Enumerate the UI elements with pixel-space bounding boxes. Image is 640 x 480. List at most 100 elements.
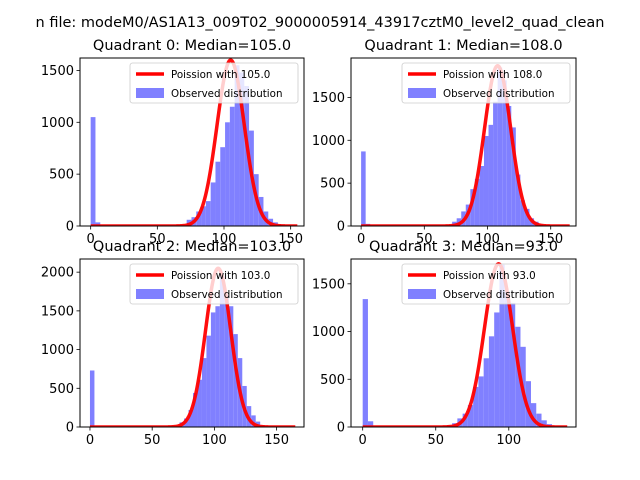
x-tick-label: 100 — [475, 232, 500, 247]
legend-box — [401, 263, 571, 305]
histogram-bar — [493, 101, 498, 226]
histogram-bar — [520, 200, 525, 226]
legend: Poission with 93.0 Observed distribution — [401, 263, 571, 305]
y-tick-label: 0 — [66, 220, 74, 235]
histogram-bar — [220, 147, 226, 226]
x-tick-label: 150 — [264, 433, 289, 448]
histogram-bar — [502, 80, 507, 226]
panel-plot-area — [359, 63, 571, 226]
x-tick-label: 50 — [416, 232, 433, 247]
histogram-bar — [197, 379, 202, 427]
histogram-bar — [509, 302, 516, 427]
x-tick-label: 100 — [496, 433, 521, 448]
histogram-bar — [215, 306, 220, 427]
histogram-bar — [362, 299, 368, 427]
x-tick-label: 150 — [278, 232, 303, 247]
histogram-bar — [515, 174, 521, 226]
histogram-bar — [233, 334, 238, 427]
legend-label-poisson: Poission with 93.0 — [443, 270, 536, 282]
legend-label-observed: Observed distribution — [171, 289, 283, 301]
histogram-bar — [215, 161, 221, 226]
histogram-bar — [473, 386, 479, 427]
histogram-bar — [90, 117, 96, 226]
panel-title: Quadrant 3: Median=93.0 — [369, 239, 558, 255]
histogram-bar — [229, 106, 235, 226]
legend-box — [401, 62, 571, 104]
legend-box — [129, 263, 299, 305]
histogram-bar — [499, 264, 505, 427]
histogram-bar — [497, 67, 503, 226]
histogram-bar — [524, 208, 530, 226]
histogram-bar — [196, 211, 202, 226]
histogram-bar — [210, 312, 216, 427]
y-tick-label: 500 — [49, 168, 74, 183]
axes-frame — [79, 57, 305, 227]
poisson-curve — [361, 262, 569, 427]
y-tick-label: 1500 — [312, 91, 345, 106]
x-tick-label: 0 — [357, 232, 365, 247]
y-tick-label: 0 — [66, 421, 74, 436]
axes-frame — [79, 258, 305, 428]
histogram-bar — [536, 413, 542, 427]
legend: Poission with 103.0 Observed distribution — [129, 263, 299, 305]
panel-plot-area — [361, 262, 569, 427]
histogram-bar — [474, 178, 480, 226]
x-tick-label: 100 — [212, 232, 237, 247]
x-tick-label: 50 — [149, 232, 166, 247]
histogram-bar — [483, 136, 489, 226]
legend-label-poisson: Poission with 108.0 — [443, 69, 542, 81]
figure-suptitle: n file: modeM0/AS1A13_009T02_9000005914_… — [36, 15, 605, 31]
axes-frame — [350, 258, 577, 428]
y-tick-label: 1500 — [41, 304, 74, 319]
legend-label-observed: Observed distribution — [443, 289, 555, 301]
histogram-bar — [494, 312, 500, 427]
legend-bar-swatch — [408, 88, 436, 98]
histogram-bar — [462, 413, 468, 427]
histogram-bar — [234, 65, 240, 226]
histogram-bar — [244, 86, 250, 226]
histogram-bar — [506, 106, 512, 226]
x-tick-label: 50 — [144, 433, 161, 448]
legend-bar-swatch — [136, 88, 164, 98]
x-tick-label: 0 — [359, 433, 367, 448]
panel-title: Quadrant 2: Median=103.0 — [93, 239, 291, 255]
y-tick-label: 1000 — [312, 325, 345, 340]
histogram-bar — [504, 291, 510, 427]
y-tick-label: 1000 — [41, 116, 74, 131]
histogram-bar — [541, 420, 547, 427]
histogram-bar — [467, 405, 474, 427]
histogram-bar — [188, 409, 193, 427]
histogram-bar — [479, 166, 484, 226]
y-tick-label: 0 — [337, 220, 345, 235]
histogram-bar — [511, 127, 516, 226]
histogram-bar — [201, 206, 206, 226]
panel-plot-area — [89, 58, 299, 226]
histogram-bar — [95, 222, 101, 226]
y-tick-label: 500 — [320, 177, 345, 192]
x-tick-label: 50 — [427, 433, 444, 448]
histogram-bar — [251, 415, 256, 427]
legend: Poission with 108.0 Observed distribution — [401, 62, 571, 104]
histogram-bar — [210, 182, 216, 226]
histogram-bar — [224, 295, 229, 427]
legend-label-poisson: Poission with 105.0 — [171, 69, 270, 81]
y-tick-label: 500 — [49, 382, 74, 397]
histogram-bar — [488, 124, 494, 226]
x-tick-label: 0 — [87, 232, 95, 247]
x-tick-label: 0 — [86, 433, 94, 448]
x-tick-label: 100 — [202, 433, 227, 448]
histogram-bar — [478, 376, 484, 427]
histogram-bar — [239, 72, 245, 226]
histogram-bar — [206, 335, 211, 427]
legend-label-observed: Observed distribution — [443, 88, 555, 100]
y-tick-label: 1000 — [312, 134, 345, 149]
legend-bar-swatch — [408, 289, 436, 299]
histogram-bar — [205, 201, 211, 226]
histogram-bar — [483, 358, 489, 427]
legend: Poission with 105.0 Observed distribution — [129, 62, 299, 104]
y-tick-label: 0 — [337, 421, 345, 436]
y-tick-label: 1500 — [41, 64, 74, 79]
